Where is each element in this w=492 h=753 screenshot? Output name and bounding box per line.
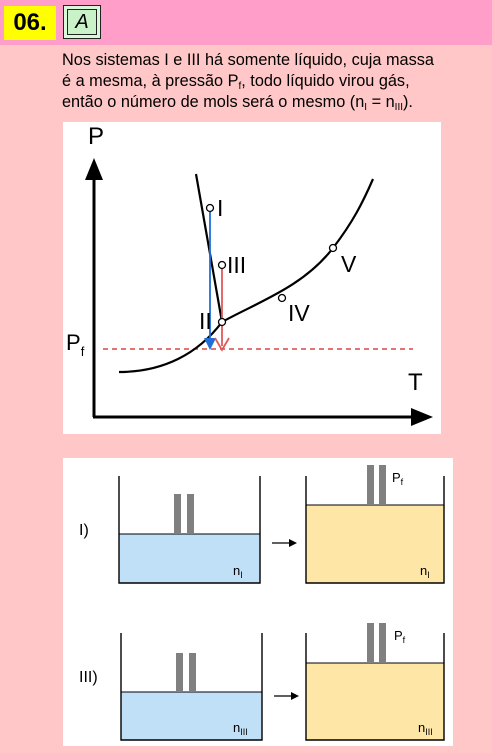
answer-letter: A — [67, 9, 97, 35]
n-III-right: nIII — [418, 720, 433, 737]
n-III-left: nIII — [233, 720, 248, 737]
systems-diagram: I) nI Pf nI III) nIII — [63, 458, 453, 746]
row-I-label: I) — [79, 522, 89, 539]
piston-III-right-b — [379, 623, 386, 663]
arrow-row-I-head — [289, 539, 297, 547]
point-V — [328, 243, 338, 253]
piston-III-right-a — [367, 623, 374, 663]
piston-I-left-a — [174, 494, 181, 534]
x-axis-arrowhead — [411, 408, 433, 426]
label-I: I — [217, 195, 223, 221]
piston-III-left-b — [189, 653, 196, 692]
container-I-left-walls — [118, 476, 261, 584]
arrow-row-III-head — [291, 692, 299, 700]
answer-box: A — [63, 5, 101, 39]
n-I-right: nI — [420, 563, 430, 580]
container-I-gas — [306, 505, 444, 583]
phase-diagram: P T Pf I III II IV V — [63, 122, 441, 434]
arrow-I-head — [204, 338, 216, 350]
container-III-gas — [306, 663, 444, 740]
explanation-line-1: Nos sistemas I e III há somente líquido,… — [62, 51, 434, 69]
pf-I-right: Pf — [392, 470, 404, 487]
x-axis-label: T — [408, 369, 423, 396]
label-III: III — [227, 252, 246, 278]
explanation-text: Nos sistemas I e III há somente líquido,… — [62, 50, 482, 113]
explanation-line-2: é a mesma, à pressão Pf, todo líquido vi… — [62, 72, 410, 92]
vaporization-curve — [118, 178, 375, 374]
container-I-liquid — [119, 534, 260, 583]
point-II — [217, 317, 227, 327]
label-II: II — [199, 308, 212, 334]
pf-III-right: Pf — [394, 628, 406, 645]
y-axis-arrowhead — [85, 158, 103, 180]
point-III — [217, 260, 227, 270]
question-number: 06. — [4, 6, 56, 40]
n-I-left: nI — [233, 563, 243, 580]
container-I-right-walls — [305, 476, 445, 584]
container-III-right-walls — [305, 633, 445, 741]
y-axis-label: P — [88, 123, 104, 150]
fusion-curve — [194, 173, 224, 323]
piston-I-right-b — [379, 465, 386, 505]
container-III-liquid — [121, 692, 262, 740]
point-IV — [277, 293, 287, 303]
point-I — [205, 203, 215, 213]
systems-diagram-svg: I) nI Pf nI III) nIII — [79, 465, 445, 741]
container-III-left-walls — [120, 633, 263, 741]
arrow-III-head — [214, 337, 230, 352]
pf-label: Pf — [66, 330, 85, 359]
phase-diagram-svg: P T Pf I III II IV V — [66, 123, 433, 426]
piston-III-left-a — [176, 653, 183, 692]
explanation-line-3: então o número de mols será o mesmo (nI … — [62, 93, 413, 113]
label-V: V — [341, 251, 357, 277]
piston-I-right-a — [367, 465, 374, 505]
piston-I-left-b — [187, 494, 194, 534]
row-III-label: III) — [79, 669, 98, 686]
label-IV: IV — [288, 300, 310, 326]
